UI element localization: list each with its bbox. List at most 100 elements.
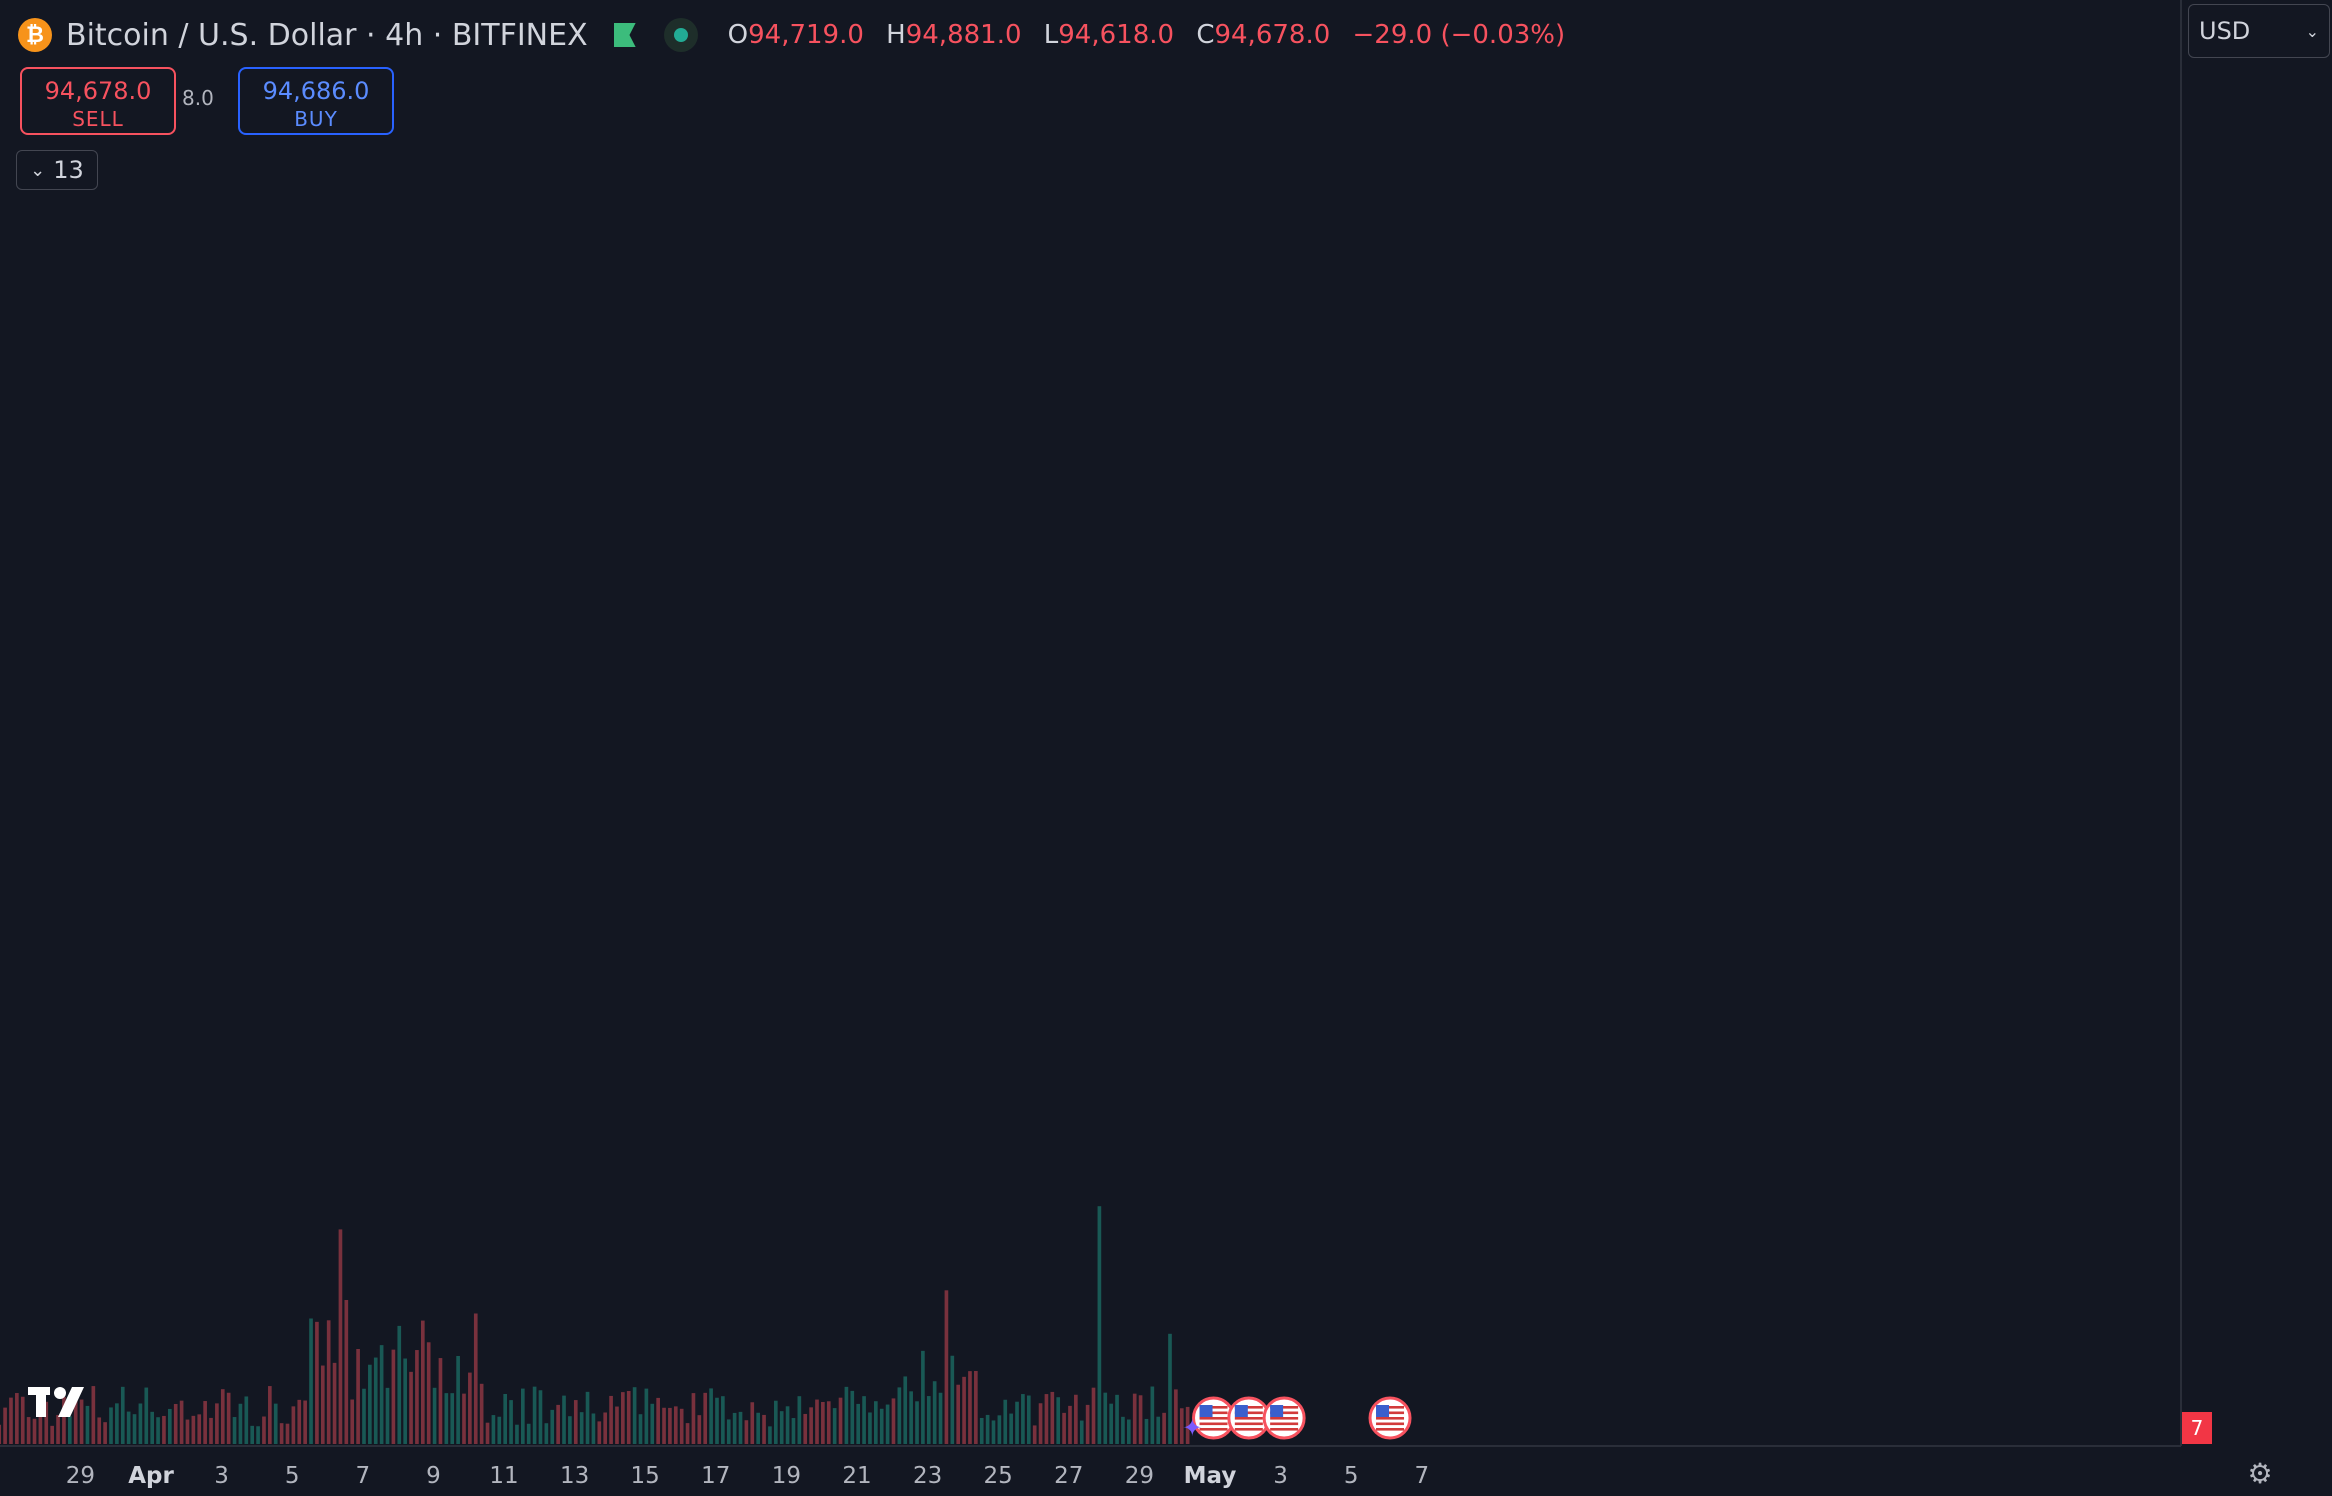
volume-bar [938, 1392, 943, 1444]
volume-bar [1026, 1395, 1031, 1444]
volume-bar [468, 1372, 472, 1444]
volume-bar [285, 1423, 290, 1444]
volume-bar [485, 1422, 490, 1444]
volume-bar [162, 1415, 166, 1444]
volume-bar [515, 1424, 519, 1444]
volume-bar [32, 1418, 37, 1444]
volume-bar [256, 1426, 260, 1444]
volume-bar [956, 1384, 961, 1444]
volume-bar [591, 1413, 596, 1444]
volume-bar [779, 1411, 784, 1444]
volume-bar [79, 1399, 84, 1444]
volume-bar [150, 1411, 155, 1444]
volume-bar [703, 1392, 708, 1444]
volume-bar [1126, 1419, 1131, 1444]
sell-button[interactable]: 94,678.0 SELL [20, 67, 176, 135]
volume-bar [1132, 1393, 1137, 1444]
chevron-down-icon: ⌄ [30, 159, 46, 181]
volume-bar [262, 1416, 266, 1444]
volume-bar [462, 1393, 466, 1444]
volume-bar [773, 1400, 778, 1444]
volume-bar [497, 1416, 502, 1444]
volume-bar [238, 1403, 243, 1444]
time-tick-label: 29 [1125, 1463, 1154, 1489]
volume-bar [126, 1411, 131, 1444]
volume-bar [868, 1412, 872, 1444]
time-tick-label: 7 [1414, 1463, 1429, 1489]
volume-bar [1097, 1206, 1102, 1444]
volume-bar [932, 1381, 937, 1444]
flag-icon[interactable] [613, 23, 636, 47]
symbol-title[interactable]: Bitcoin / U.S. Dollar · 4h · BITFINEX [66, 17, 588, 53]
volume-bar [826, 1401, 831, 1444]
volume-bar [220, 1389, 225, 1444]
time-tick-label: 5 [285, 1463, 300, 1489]
ohlc-values: O94,719.0 H94,881.0 L94,618.0 C94,678.0 … [728, 20, 1565, 50]
volume-bar [1068, 1405, 1072, 1444]
volume-bar [320, 1365, 325, 1444]
volume-bar [191, 1415, 196, 1444]
us-flag-icon[interactable] [1192, 1396, 1236, 1440]
time-tick-label: 13 [560, 1463, 589, 1489]
volume-bar [1032, 1425, 1037, 1444]
volume-bar [291, 1406, 296, 1444]
volume-bar [391, 1349, 396, 1444]
volume-bar [626, 1390, 631, 1444]
volume-bar [985, 1414, 990, 1444]
volume-bar [91, 1386, 96, 1444]
volume-bar [20, 1396, 25, 1444]
volume-bar [1021, 1394, 1025, 1444]
volume-bar [538, 1390, 543, 1444]
volume-bar [1091, 1387, 1096, 1444]
volume-bar [821, 1401, 825, 1444]
volume-bar [338, 1229, 343, 1444]
volume-bar [726, 1419, 731, 1444]
sell-label: SELL [72, 107, 124, 131]
volume-bar [1103, 1392, 1108, 1444]
us-flag-icon[interactable] [1262, 1396, 1306, 1440]
volume-bar [950, 1355, 955, 1444]
volume-bar [309, 1318, 313, 1444]
volume-bar [721, 1396, 725, 1444]
buy-button[interactable]: 94,686.0 BUY [238, 67, 394, 135]
volume-bar [1156, 1416, 1161, 1444]
change-value: −29.0 (−0.03%) [1352, 20, 1566, 50]
settings-gear-icon[interactable]: ⚙ [2247, 1457, 2273, 1490]
volume-bar [250, 1425, 255, 1444]
bitcoin-icon: ₿ [18, 18, 52, 52]
tradingview-logo-icon [28, 1387, 84, 1417]
volume-bar [456, 1355, 460, 1444]
volume-bar [521, 1388, 525, 1444]
sell-price: 94,678.0 [44, 77, 152, 105]
currency-value: USD [2199, 17, 2251, 45]
volume-bar [1079, 1420, 1084, 1444]
volume-bar [209, 1417, 213, 1444]
volume-bar [226, 1392, 231, 1444]
volume-bar [815, 1399, 819, 1444]
volume-bar [844, 1386, 849, 1444]
volume-bar [874, 1401, 878, 1444]
time-tick-label: 21 [842, 1463, 871, 1489]
volume-bar [232, 1417, 237, 1444]
volume-bar [403, 1358, 407, 1444]
volume-bar [697, 1415, 702, 1444]
us-flag-icon[interactable] [1368, 1396, 1412, 1440]
volume-bar [444, 1393, 449, 1444]
volume-bar [373, 1357, 378, 1444]
sparkle-icon[interactable]: ✦ [1182, 1414, 1202, 1442]
volume-bar [615, 1406, 619, 1444]
volume-bar [597, 1421, 602, 1444]
market-status-icon[interactable] [663, 18, 698, 52]
us-flag-icon[interactable] [1227, 1396, 1271, 1440]
events-count-badge[interactable]: 7 [2182, 1412, 2212, 1444]
volume-bar [326, 1320, 331, 1444]
indicators-collapse-button[interactable]: ⌄ 13 [16, 150, 98, 190]
tradingview-logo[interactable] [28, 1384, 98, 1428]
time-tick-label: Apr [128, 1463, 174, 1489]
currency-select[interactable]: USD ⌄ [2188, 4, 2330, 58]
volume-bar [573, 1400, 578, 1444]
volume-bar [385, 1387, 390, 1444]
volume-bar [968, 1371, 972, 1444]
volume-bar [1015, 1401, 1019, 1444]
